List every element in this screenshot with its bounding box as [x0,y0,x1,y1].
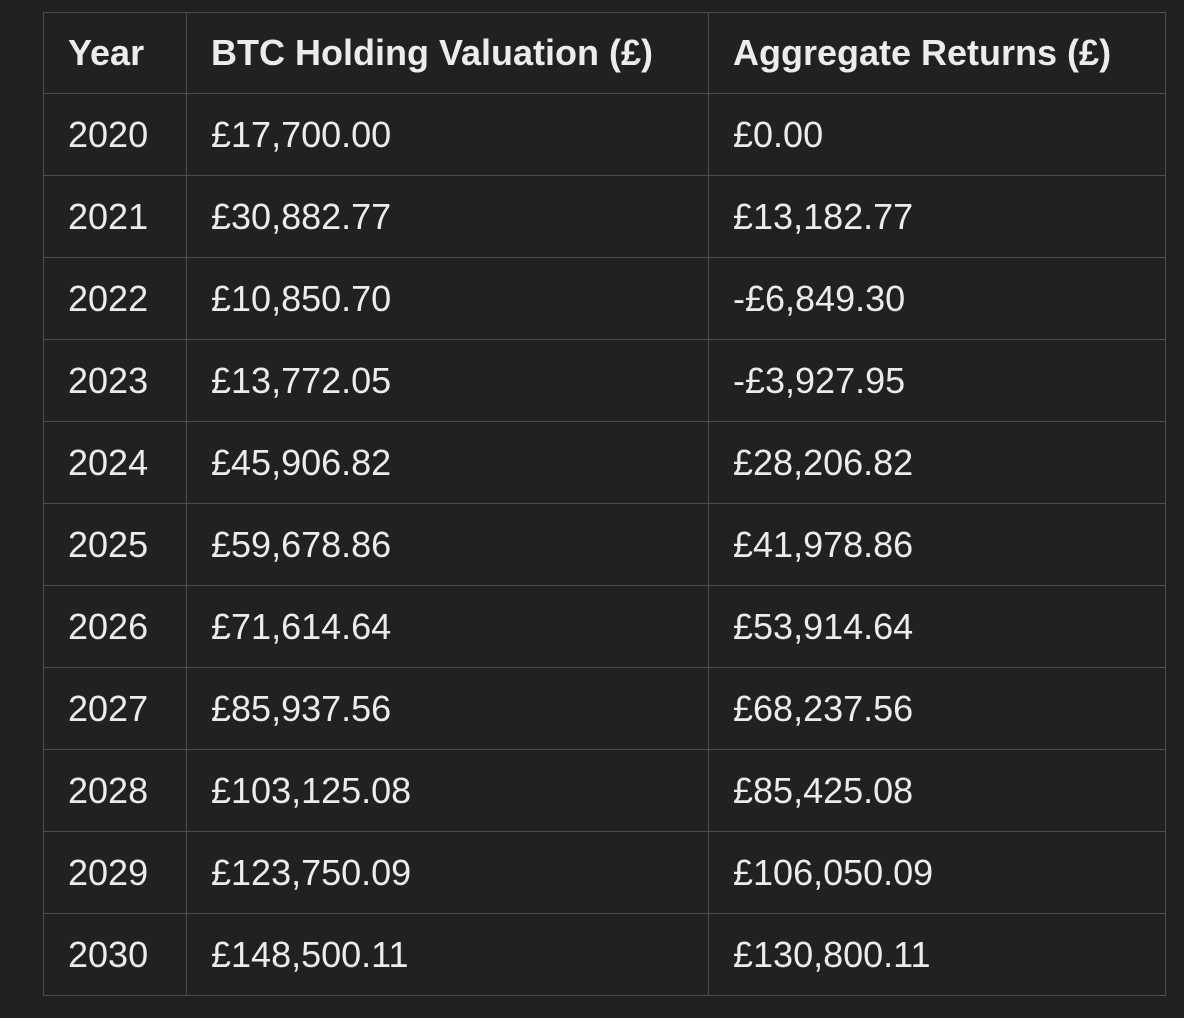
table-cell: £85,425.08 [708,749,1166,832]
table-cell: 2027 [43,667,187,750]
table-cell: £71,614.64 [186,585,709,668]
table-cell: £28,206.82 [708,421,1166,504]
table-cell: £123,750.09 [186,831,709,914]
table-row: 2025 £59,678.86 £41,978.86 [43,503,1166,586]
table-cell: £148,500.11 [186,913,709,996]
table-cell: £13,772.05 [186,339,709,422]
table-row: 2028 £103,125.08 £85,425.08 [43,749,1166,832]
table-header: Year BTC Holding Valuation (£) Aggregate R… [43,12,1166,94]
table-cell: 2022 [43,257,187,340]
header-row: Year BTC Holding Valuation (£) Aggregate R… [43,12,1166,94]
table-cell: £30,882.77 [186,175,709,258]
header-cell: BTC Holding Valuation (£) [186,12,709,94]
table-row: 2022 £10,850.70 -£6,849.30 [43,257,1166,340]
table-row: 2021 £30,882.77 £13,182.77 [43,175,1166,258]
table-cell: 2023 [43,339,187,422]
table-row: 2029 £123,750.09 £106,050.09 [43,831,1166,914]
table-row: 2030 £148,500.11 £130,800.11 [43,913,1166,996]
table-cell: £17,700.00 [186,93,709,176]
table-cell: 2028 [43,749,187,832]
table-cell: £103,125.08 [186,749,709,832]
table-cell: -£3,927.95 [708,339,1166,422]
header-cell: Year [43,12,187,94]
table-cell: 2029 [43,831,187,914]
table-cell: £59,678.86 [186,503,709,586]
table-row: 2020 £17,700.00 £0.00 [43,93,1166,176]
table-cell: £0.00 [708,93,1166,176]
table-cell: £130,800.11 [708,913,1166,996]
table-cell: 2025 [43,503,187,586]
table-cell: 2020 [43,93,187,176]
table-body: 2020 £17,700.00 £0.00 2021 £30,882.77 £13,182… [43,93,1166,996]
header-cell: Aggregate Returns (£) [708,12,1166,94]
table-cell: £10,850.70 [186,257,709,340]
table-cell: 2024 [43,421,187,504]
data-table: Year BTC Holding Valuation (£) Aggregate R… [43,12,1166,996]
table-row: 2027 £85,937.56 £68,237.56 [43,667,1166,750]
table-cell: -£6,849.30 [708,257,1166,340]
table-cell: £85,937.56 [186,667,709,750]
table-cell: 2021 [43,175,187,258]
table-cell: £13,182.77 [708,175,1166,258]
table-cell: 2026 [43,585,187,668]
table-row: 2026 £71,614.64 £53,914.64 [43,585,1166,668]
table-cell: £41,978.86 [708,503,1166,586]
table-container: Year BTC Holding Valuation (£) Aggregate R… [43,12,1166,996]
table-cell: £45,906.82 [186,421,709,504]
table-cell: 2030 [43,913,187,996]
table-cell: £53,914.64 [708,585,1166,668]
table-cell: £106,050.09 [708,831,1166,914]
table-row: 2024 £45,906.82 £28,206.82 [43,421,1166,504]
table-row: 2023 £13,772.05 -£3,927.95 [43,339,1166,422]
table-cell: £68,237.56 [708,667,1166,750]
